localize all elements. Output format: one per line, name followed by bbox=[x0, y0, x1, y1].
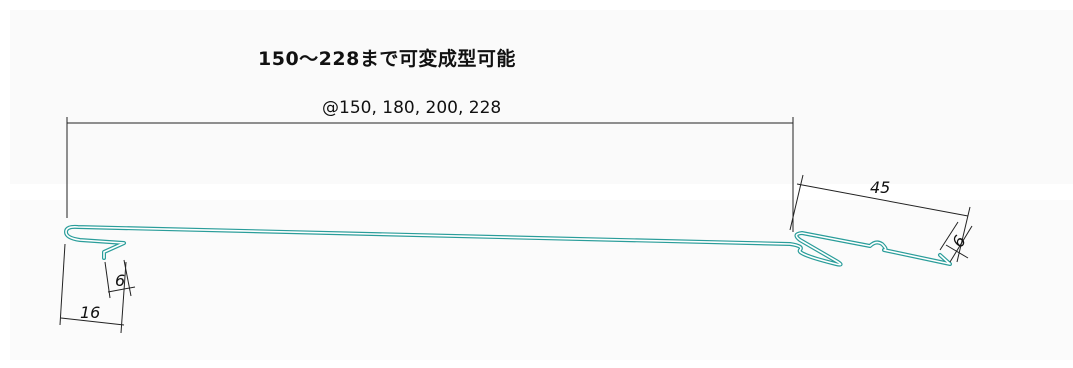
background-band-top bbox=[10, 10, 1073, 184]
left-width-dimension-line bbox=[60, 317, 125, 326]
background-band-bottom bbox=[10, 200, 1073, 360]
profile-inner bbox=[65, 226, 951, 266]
right-hook-extension-top bbox=[949, 225, 973, 263]
left-width-dimension bbox=[59, 243, 127, 334]
left-hook-dimension bbox=[104, 259, 136, 299]
left-width-label: 16 bbox=[80, 303, 100, 322]
pitch-dimension bbox=[66, 117, 794, 232]
left-width-extension-right bbox=[120, 261, 127, 334]
diagram-title: 150～228まで可変成型可能 bbox=[258, 48, 516, 70]
left-hook-dimension-line bbox=[107, 286, 136, 293]
left-width-extension-left bbox=[59, 243, 66, 326]
left-hook-extension-left bbox=[104, 261, 111, 299]
panel-profile bbox=[64, 224, 952, 267]
right-hook-dimension-line bbox=[945, 244, 969, 259]
left-hook-label: 6 bbox=[115, 271, 125, 290]
pitch-dimension-label: @150, 180, 200, 228 bbox=[322, 98, 502, 118]
right-hook-extension-bottom bbox=[939, 221, 959, 251]
left-hook-extension-right bbox=[123, 259, 132, 297]
right-length-dimension-line bbox=[796, 183, 969, 217]
right-length-extension-left bbox=[789, 174, 804, 231]
right-length-label: 45 bbox=[870, 178, 890, 197]
right-hook-dimension bbox=[939, 221, 973, 263]
